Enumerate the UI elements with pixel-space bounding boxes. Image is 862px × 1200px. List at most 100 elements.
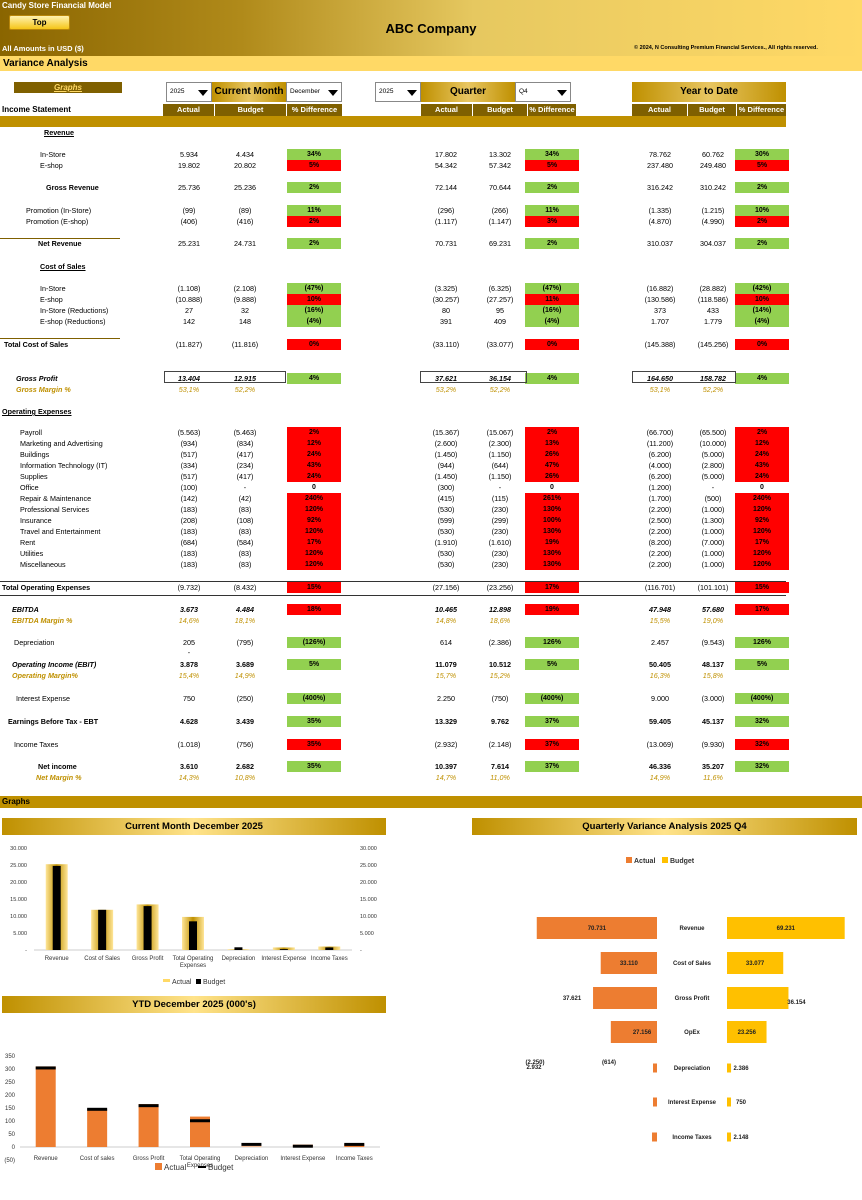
cm-pct-diff: 24% bbox=[287, 449, 341, 460]
ytd-budget-value: 310.242 bbox=[700, 183, 726, 192]
cm-pct-diff: 35% bbox=[287, 716, 341, 727]
ytd-budget-value: (1.215) bbox=[701, 206, 725, 215]
row-label: Operating Expenses bbox=[2, 407, 72, 416]
cm-pct-diff: 2% bbox=[287, 216, 341, 227]
q-budget-value: (230) bbox=[491, 527, 509, 536]
ytd-budget-value: 48.137 bbox=[702, 660, 724, 669]
category-label: Interest Expense bbox=[261, 956, 307, 962]
ytd-actual-value: (4.870) bbox=[648, 217, 672, 226]
quarterly-chart-title: Quarterly Variance Analysis 2025 Q4 bbox=[472, 818, 857, 835]
legend-actual-label: Actual bbox=[164, 1163, 186, 1172]
cm-pct-diff: (16%) bbox=[287, 305, 341, 316]
category-label: Income Taxes bbox=[672, 1135, 712, 1141]
ytd-actual-value: (145.388) bbox=[644, 340, 676, 349]
ytd-budget-value: 35.207 bbox=[702, 762, 724, 771]
ytd-budget-value: 15,8% bbox=[702, 671, 724, 680]
ytd-pct-diff: (14%) bbox=[735, 305, 789, 316]
row-label: In-Store (Reductions) bbox=[40, 306, 109, 315]
budget-bar bbox=[727, 1132, 731, 1142]
ytd-budget-header: Budget bbox=[688, 104, 736, 116]
q-budget-value: 409 bbox=[494, 317, 506, 326]
cm-actual-value: (10.888) bbox=[175, 295, 203, 304]
q-actual-value: 13.329 bbox=[435, 717, 457, 726]
cm-month-select[interactable]: December bbox=[286, 82, 342, 102]
ytd-budget-value: (145.256) bbox=[697, 340, 729, 349]
cm-year-value: 2025 bbox=[170, 88, 185, 95]
cm-budget-value: (756) bbox=[236, 740, 254, 749]
q-budget-value: 11,0% bbox=[490, 773, 510, 782]
cm-pct-diff: 120% bbox=[287, 526, 341, 537]
app-title: Candy Store Financial Model bbox=[2, 1, 112, 10]
currency-note: All Amounts in USD ($) bbox=[2, 44, 84, 53]
ytd-pct-diff: 5% bbox=[735, 659, 789, 670]
cm-pct-diff: 120% bbox=[287, 559, 341, 570]
top-button[interactable]: Top bbox=[9, 15, 70, 30]
ytd-actual-value: (130.586) bbox=[644, 295, 676, 304]
q-budget-value: (2.148) bbox=[488, 740, 512, 749]
q-budget-value: (266) bbox=[491, 206, 509, 215]
ytd-budget-value: (3.000) bbox=[701, 694, 725, 703]
cm-actual-value: 3.673 bbox=[180, 605, 198, 614]
ytd-actual-value: 47.948 bbox=[649, 605, 671, 614]
quarter-title: Quarter bbox=[421, 82, 515, 102]
cm-actual-value: 205 bbox=[183, 638, 195, 647]
legend-budget-swatch bbox=[198, 1166, 206, 1168]
q-budget-value: (23.256) bbox=[486, 583, 514, 592]
q-quarter-select[interactable]: Q4 bbox=[515, 82, 571, 102]
row-label: Gross Revenue bbox=[46, 183, 99, 192]
ytd-actual-value: 15,5% bbox=[649, 616, 671, 625]
q-actual-value: 17.802 bbox=[435, 150, 457, 159]
cm-budget-value: 3.689 bbox=[236, 660, 254, 669]
cm-actual-value: 13.404 bbox=[178, 374, 200, 383]
row-label: Utilities bbox=[20, 549, 44, 558]
q-actual-value: (27.156) bbox=[432, 583, 460, 592]
cm-actual-value: (11.827) bbox=[175, 340, 203, 349]
budget-bar bbox=[189, 921, 197, 950]
category-label: Revenue bbox=[45, 956, 70, 962]
cm-chart-title: Current Month December 2025 bbox=[2, 818, 386, 835]
cm-actual-value: (517) bbox=[180, 450, 198, 459]
cm-budget-value: (9.888) bbox=[233, 295, 257, 304]
ytd-actual-value: 1.707 bbox=[651, 317, 669, 326]
ytd-actual-value: (116.701) bbox=[644, 583, 676, 592]
q-year-select[interactable]: 2025 bbox=[375, 82, 421, 102]
cm-pct-diff: 5% bbox=[287, 160, 341, 171]
q-pct-diff: 26% bbox=[525, 471, 579, 482]
ytd-actual-value: (11.200) bbox=[646, 439, 674, 448]
cm-budget-value: (834) bbox=[236, 439, 254, 448]
cm-actual-value: (183) bbox=[180, 505, 198, 514]
budget-value-label: 33.077 bbox=[746, 961, 765, 967]
budget-marker bbox=[35, 1066, 56, 1070]
actual-bar bbox=[610, 1021, 657, 1043]
q-budget-value: 13.302 bbox=[489, 150, 511, 159]
q-budget-value: 95 bbox=[496, 306, 504, 315]
graphs-link[interactable]: Graphs bbox=[14, 82, 122, 93]
cm-actual-value: (9.732) bbox=[177, 583, 201, 592]
q-actual-value: 10.465 bbox=[435, 605, 457, 614]
q-actual-value: (415) bbox=[437, 494, 455, 503]
ytd-pct-diff: 32% bbox=[735, 739, 789, 750]
ytd-budget-value: 1.779 bbox=[704, 317, 722, 326]
q-budget-value: (33.077) bbox=[486, 340, 514, 349]
budget-bar bbox=[279, 949, 288, 950]
actual-bar bbox=[593, 987, 657, 1009]
cm-year-select[interactable]: 2025 bbox=[166, 82, 212, 102]
row-label: E-shop bbox=[40, 161, 63, 170]
q-pct-diff: 3% bbox=[525, 216, 579, 227]
q-pct-diff: 11% bbox=[525, 205, 579, 216]
divider bbox=[0, 238, 120, 239]
chevron-down-icon bbox=[328, 90, 338, 96]
current-month-chart: 30.000 30.000 25.000 25.000 20.000 20.000 15.0… bbox=[10, 846, 377, 986]
q-pct-diff: 37% bbox=[525, 761, 579, 772]
cm-budget-value: (234) bbox=[236, 461, 254, 470]
header-band bbox=[0, 116, 786, 127]
budget-value-label: 2.386 bbox=[734, 1066, 750, 1072]
cm-pct-diff: 10% bbox=[287, 294, 341, 305]
q-pct-diff: 130% bbox=[525, 526, 579, 537]
q-pct-diff: (400%) bbox=[525, 693, 579, 704]
actual-value-label: 2.932 bbox=[526, 1065, 542, 1071]
cm-pct-diff: 2% bbox=[287, 182, 341, 193]
actual-bar bbox=[653, 1097, 657, 1107]
q-budget-header: Budget bbox=[473, 104, 527, 116]
budget-bar bbox=[727, 1063, 732, 1073]
